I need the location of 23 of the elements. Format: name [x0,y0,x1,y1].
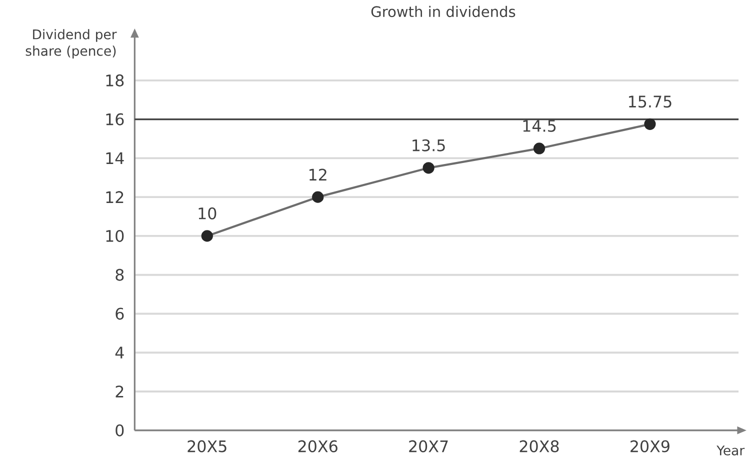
y-tick-label: 6 [116,308,124,320]
y-tick-label: 2 [116,386,124,398]
y-tick-label: 14 [106,152,124,164]
x-tick-label: 20X9 [630,440,670,452]
y-tick-label: 16 [106,113,124,126]
data-label: 12 [309,168,326,180]
y-tick-label: 10 [106,230,124,242]
y-tick-label: 4 [115,346,124,358]
data-label: 13.5 [412,139,445,152]
y-tick-label: 12 [106,191,124,203]
data-label: 14.5 [523,120,556,132]
data-label: 10 [198,207,216,220]
x-tick-label: 20X5 [188,440,226,452]
x-tick-label: 20X7 [409,440,448,452]
y-tick-label: 0 [116,424,124,436]
x-tick-label: 20X8 [520,440,559,452]
x-tick-label: 20X6 [298,440,338,452]
y-tick-label: 18 [106,74,124,86]
chart-title: Growth in dividends [371,6,516,18]
data-label: 15.75 [629,96,672,108]
y-tick-label: 8 [116,268,124,281]
y-axis-title: Dividend per share (pence) [26,29,117,58]
x-axis-title: Year [716,446,745,456]
